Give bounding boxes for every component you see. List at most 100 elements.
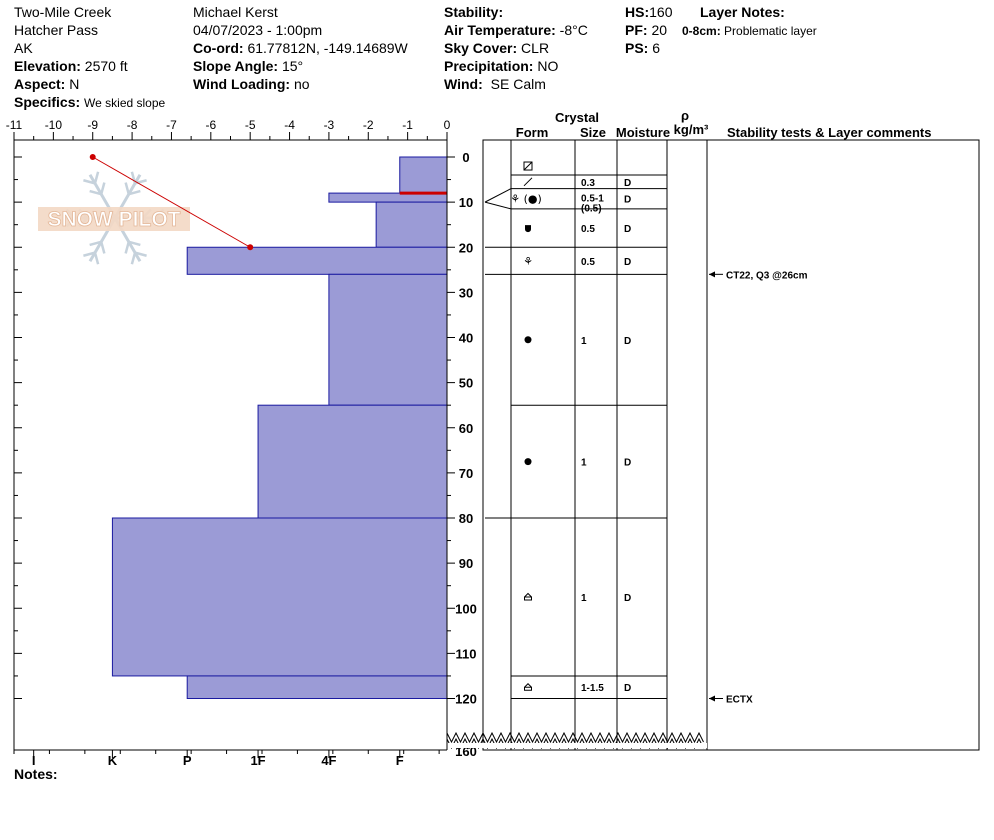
watermark-band [38,207,190,231]
slope-label: Slope Angle: [193,58,279,74]
depth-label: 50 [459,376,473,391]
layer-size: 1 [581,336,587,347]
observer-name: Michael Kerst [193,4,278,20]
temp-tick-label: -7 [166,118,177,132]
site-name: Two-Mile Creek [14,4,112,20]
elevation-row: Elevation: 2570 ft [14,57,128,75]
air-temp-row: Air Temperature: -8°C [444,21,588,39]
depth-label: 90 [459,556,473,571]
wind-row: Wind: SE Calm [444,75,546,93]
temp-tick-label: -11 [6,118,23,132]
temperature-point [89,154,96,160]
layer-moisture: D [624,257,631,268]
layer-table: Crystal Form Size Moisture ρkg/m³ Stability t… [446,108,980,751]
snowflake-branch [130,252,137,265]
depth-label: 60 [459,421,473,436]
hardness-bar [186,675,448,699]
range-name: Hatcher Pass [14,22,99,38]
layer-size: 0.5 [581,224,595,235]
specifics-label: Specifics: [14,94,81,110]
depth-label: 100 [455,601,477,616]
ps-row: PS: 6 [625,39,660,57]
snowflake-branch [128,240,141,247]
hardness-label: 4F [321,753,336,768]
coord-row: Co-ord: 61.77812N, -149.14689W [193,39,408,57]
stability-row: Stability: [444,3,503,21]
temp-tick-label: -9 [87,118,98,132]
specifics-row: Specifics: We skied slope [14,93,165,112]
depth-label: 0 [462,150,469,165]
hardness-label: K [108,753,118,768]
form-symbol [524,336,532,344]
ps-value: 6 [652,40,661,56]
layer-moisture: D [624,683,631,694]
ps-label: PS: [625,40,649,56]
notes-title: Notes: [14,766,58,782]
temp-tick-label: -1 [402,118,413,132]
snowflake-branch [100,241,106,254]
density-header: kg/m³ [674,122,709,137]
pf-label: PF: [625,22,648,38]
hardness-bar [328,273,448,406]
precip-row: Precipitation: NO [444,57,558,75]
crystal-header: Crystal [555,110,599,125]
wind-label: Wind: [444,76,483,92]
layer-size: 0.5-1 [581,194,604,205]
layer-moisture: D [624,593,631,604]
snowflake-branch [83,179,96,185]
temp-tick-label: -3 [324,118,335,132]
depth-label: 120 [455,692,477,707]
depth-label: 70 [459,466,473,481]
coord-label: Co-ord: [193,40,244,56]
hardness-bar [257,404,448,519]
stability-comment: ECTX [726,695,753,706]
sky-value: CLR [521,40,550,56]
snowflake-branch [93,171,100,184]
wind-loading-row: Wind Loading: no [193,75,310,93]
form-symbol [523,161,533,171]
temp-tick-label: -8 [127,118,138,132]
layer-note-text: Problematic layer [724,24,817,38]
layer-moisture: D [624,458,631,469]
temp-tick-label: -10 [45,118,63,132]
temp-tick-label: -5 [245,118,256,132]
stability-arrow-head [709,271,715,278]
snowflake-branch [134,251,147,257]
layer-moisture: D [624,178,631,189]
hardness-bar [399,156,448,194]
slope-row: Slope Angle: 15° [193,57,303,75]
snowflake-branch [89,189,102,196]
snowpilot-watermark: SNOW PILOT [38,171,190,265]
state-name: AK [14,40,33,56]
table-border [482,139,980,751]
hs-label: HS: [625,4,650,20]
pf-row: PF: 20 [625,21,667,39]
snowflake-branch [130,171,137,184]
depth-label: 20 [459,240,473,255]
temp-tick-label: -2 [363,118,374,132]
layer-notes-label: Layer Notes: [700,3,785,21]
layer-connector [484,201,512,210]
hardness-bar [375,201,448,248]
depth-label: 10 [459,195,473,210]
stability-header: Stability tests & Layer comments [727,125,931,140]
temp-tick-label: -4 [284,118,295,132]
hardness-bar [111,517,448,677]
sky-row: Sky Cover: CLR [444,39,549,57]
layer-note-row: 0-8cm: Problematic layer [682,22,817,40]
size-header: Size [580,125,606,140]
rho-header: ρ [681,108,689,123]
hardness-bar [186,246,448,275]
depth-break-gap [448,743,707,748]
elevation-value: 2570 ft [84,58,128,74]
chart-frame: -11 -10 -9 -8 -7 -6 -5 -4 -3 -2 -1 0010203040506070… [6,118,477,768]
snowflake-branch [83,251,96,257]
aspect-label: Aspect: [14,76,66,92]
layer-note-depth: 0-8cm: [682,24,721,38]
hardness-label: P [183,753,192,768]
elevation-label: Elevation: [14,58,81,74]
stability-label: Stability: [444,4,504,20]
depth-break-mark [446,731,704,744]
sky-label: Sky Cover: [444,40,518,56]
depth-label: 40 [459,331,473,346]
